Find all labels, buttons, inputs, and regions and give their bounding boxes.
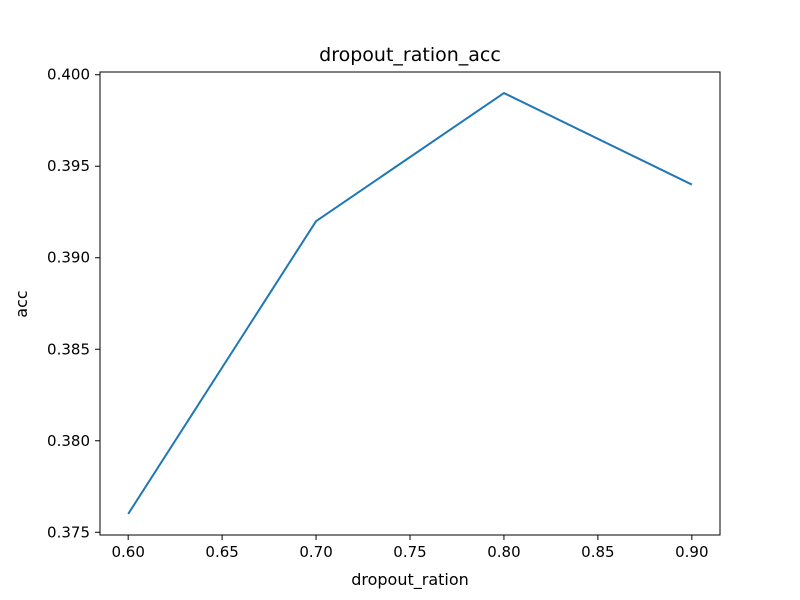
axes-frame (99, 71, 721, 536)
chart-title: dropout_ration_acc (319, 44, 501, 66)
x-tick-label: 0.60 (111, 543, 144, 561)
x-tick-label: 0.80 (487, 543, 520, 561)
x-tick-label: 0.65 (205, 543, 238, 561)
x-tick-label: 0.85 (581, 543, 614, 561)
y-tick-label: 0.390 (47, 249, 90, 267)
x-tick-label: 0.90 (675, 543, 708, 561)
y-tick-label: 0.385 (47, 340, 90, 358)
y-axis-label: acc (12, 290, 31, 317)
series-line (127, 92, 693, 515)
y-tick-label: 0.395 (47, 157, 90, 175)
x-axis-label: dropout_ration (351, 570, 469, 590)
x-tick-label: 0.75 (393, 543, 426, 561)
y-tick-label: 0.380 (47, 432, 90, 450)
y-tick-label: 0.375 (47, 523, 90, 541)
y-tick-label: 0.400 (47, 66, 90, 84)
plot-area: 0.60 0.65 0.70 0.75 0.80 0.85 0.90 0.375 0.380 0.… (47, 66, 721, 561)
x-tick-label: 0.70 (299, 543, 332, 561)
